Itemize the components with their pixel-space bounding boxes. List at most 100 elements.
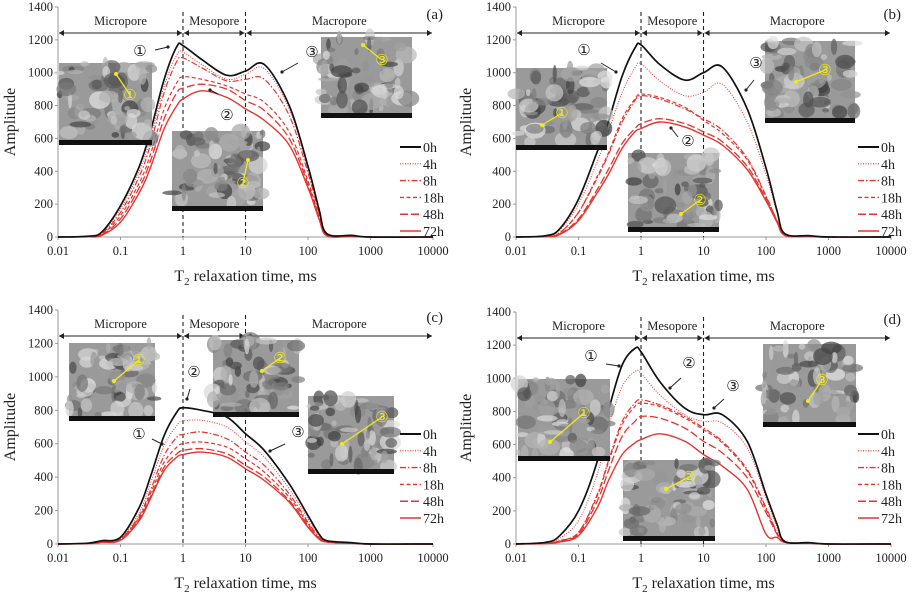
sem-texture [830,78,852,91]
sem-texture [335,444,349,462]
sem-texture [507,88,525,100]
curve-annotation: ① [132,427,145,443]
inset-marker-label: ③ [818,63,831,79]
series-line-48h [57,447,434,545]
sem-texture [576,108,599,114]
sem-texture [309,401,323,407]
sem-texture [190,153,212,169]
sem-texture [111,131,119,138]
sem-texture [676,481,696,488]
series-line-0h [57,42,434,238]
sem-texture [633,468,656,481]
series-line-8h [515,95,892,238]
sem-inset-image: ② [162,123,271,211]
annotation-arrow [605,363,620,367]
chart-b: 0 200 400 600 800 1000 1200 1400 0.01 0.1 1 10 100 10… [458,0,907,288]
x-axis-label: T2 relaxation time, ms [174,268,316,288]
sem-texture [351,67,361,74]
sem-texture [340,427,359,433]
sem-texture [227,139,248,146]
y-tick-label: 1400 [486,305,511,319]
legend-label: 18h [423,191,444,206]
sem-texture [329,453,334,467]
legend-label: 8h [423,462,437,477]
legend-label: 8h [881,175,895,190]
sem-texture [370,85,387,95]
y-tick-label: 1000 [486,66,511,80]
sem-texture [204,127,219,142]
sem-texture [76,374,88,392]
sem-texture [291,376,306,384]
annotation-arrow-head [669,126,673,130]
x-tick-label: 0.1 [113,244,129,258]
sem-texture [626,220,644,229]
sem-texture [681,514,695,525]
curve-annotation: ③ [291,425,304,441]
sem-texture [601,420,616,427]
sem-scale-bar [518,456,610,461]
sem-texture [348,445,353,463]
sem-texture [515,432,529,438]
sem-scale-bar [628,227,719,232]
sem-texture [761,79,783,96]
sem-texture [787,65,795,81]
sem-texture [69,121,92,128]
chart-d: 0 200 400 600 800 1000 1200 1400 0.01 0.1 1 10 100 10… [458,305,907,595]
sem-texture [179,130,193,140]
sem-texture [562,113,568,130]
sem-texture [772,345,786,352]
region-label: Micropore [552,14,605,28]
sem-texture [219,176,226,184]
sem-texture [77,407,83,418]
sem-inset-image: ② [625,147,723,232]
sem-texture [809,62,820,71]
sem-texture [336,90,348,109]
legend-label: 48h [881,495,902,510]
sem-texture [147,352,161,361]
inset-pointer-head [112,379,116,383]
series-line-48h [57,83,434,238]
sem-texture [709,168,722,174]
inset-pointer-arrow [680,199,701,215]
inset-marker-label: ② [236,176,249,192]
region-label: Macropore [312,14,367,28]
y-tick-label: 0 [47,537,53,551]
sem-texture [220,405,234,412]
panel-label: (d) [884,312,902,328]
x-axis-label: T2 relaxation time, ms [632,575,774,592]
arrow-head-right [697,335,703,341]
sem-inset-image: ③ [305,390,402,475]
x-tick-label: 10000 [875,551,906,565]
sem-texture [847,103,861,119]
sem-texture [525,123,544,134]
arrow-head-right [885,30,890,36]
x-tick-label: 0.1 [571,244,587,258]
sem-texture [240,125,247,139]
x-axis-label: T2 relaxation time, ms [174,575,316,592]
sem-texture [762,371,767,380]
chart-panel-c: 0 200 400 600 800 1000 1200 1400 0.01 0.1 1 10 100 10… [0,296,456,595]
inset-pointer-arrow [541,112,563,126]
sem-texture [546,390,559,402]
curve-annotation: ① [133,44,146,60]
annotation-arrow [670,127,679,138]
annotation-arrow-head [185,397,189,401]
sem-inset-image: ③ [759,35,863,123]
sem-texture [372,36,383,48]
region-label: Macropore [770,319,825,333]
sem-texture [234,399,255,415]
annotation-arrow-head [268,449,272,453]
sem-texture [368,430,376,446]
legend-label: 48h [423,208,444,223]
sem-texture [590,96,608,108]
annotation-arrow-head [208,88,212,92]
sem-texture [80,61,89,67]
sem-texture [274,340,284,357]
sem-inset-image: ② [618,457,721,541]
inset-pointer-head [340,442,344,446]
sem-texture [109,370,126,382]
sem-texture [826,74,832,82]
sem-texture [536,415,558,422]
x-tick-label: 10 [239,551,252,565]
legend-label: 0h [881,428,895,443]
